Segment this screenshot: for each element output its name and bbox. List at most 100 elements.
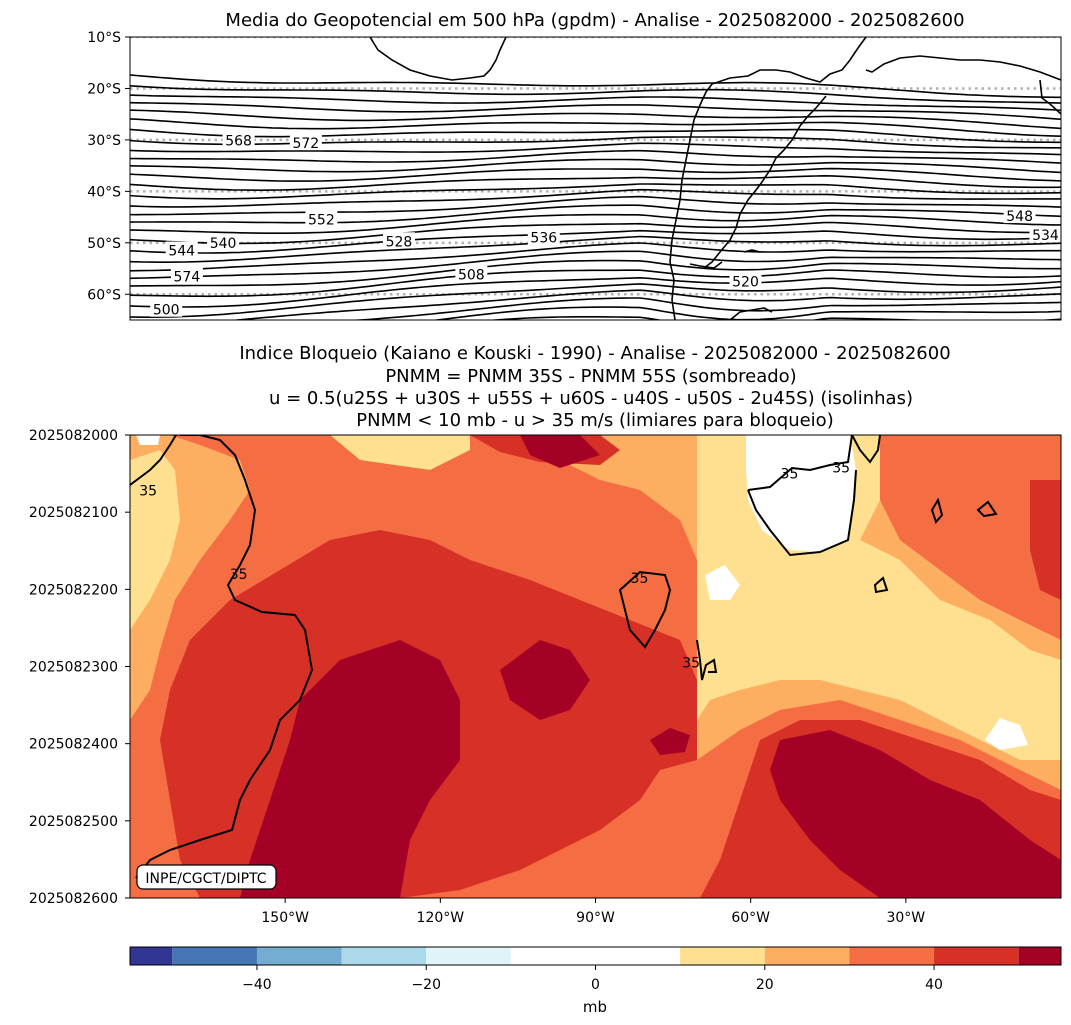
- map-contour-label-7: 536: [530, 231, 557, 247]
- colorbar-swatch-4: [426, 947, 511, 965]
- map-ytick-label-1: 20°S: [87, 81, 121, 97]
- heatmap-contour-labels: 35 35 35 35 35 35: [139, 460, 850, 672]
- map-contour-label-3: 544: [168, 244, 195, 260]
- colorbar-tick-label-4: 40: [925, 977, 943, 993]
- heatmap-contour-label-1: 35: [230, 567, 248, 583]
- heatmap-ytick-label-6: 2025082600: [29, 891, 118, 907]
- colorbar-tick-label-3: 20: [756, 977, 774, 993]
- geopotential-contour-4: [130, 109, 1061, 130]
- map-contours: [130, 74, 1061, 320]
- map-contour-label-0: 568: [225, 133, 252, 149]
- heatmap-ytick-label-5: 2025082500: [29, 814, 118, 830]
- map-contour-label-9: 520: [732, 274, 759, 290]
- shade-band-below-10-corner: [136, 435, 160, 445]
- geopotential-contour-10: [130, 158, 1061, 174]
- geopotential-contour-26: [130, 283, 1061, 318]
- shade-band-50-plus-southeast: [770, 730, 1061, 898]
- map-contour-label-bg-3: [165, 241, 198, 258]
- map-contour-label-bg-9: [729, 272, 762, 289]
- heatmap-u-contours: [130, 435, 998, 879]
- colorbar-swatch-2: [256, 947, 342, 965]
- heatmap-ytick-label-4: 2025082400: [29, 737, 118, 753]
- geopotential-contour-21: [130, 242, 1061, 272]
- geopotential-contour-23: [130, 259, 1061, 287]
- map-contour-label-bg-2: [305, 210, 338, 227]
- coastline-antarctic-peninsula: [729, 307, 773, 320]
- geopotential-contour-7: [130, 136, 1061, 149]
- heatmap-title-line-4: PNMM < 10 mb - u > 35 m/s (limiares para…: [356, 410, 833, 431]
- colorbar-swatch-6: [680, 947, 765, 965]
- colorbar-swatch-3: [341, 947, 427, 965]
- geopotential-contour-25: [130, 276, 1061, 308]
- colorbar-swatch-5: [510, 947, 681, 965]
- heatmap-xtick-label-1: 120°W: [417, 910, 465, 926]
- colorbar-swatch-0: [130, 947, 173, 965]
- u35-contour-west: [135, 435, 314, 879]
- heatmap-ytick-label-0: 2025082000: [29, 428, 118, 444]
- colorbar-ticks: −40 −20 0 20 40: [242, 965, 943, 993]
- heatmap-ytick-label-1: 2025082100: [29, 505, 118, 521]
- map-contour-labels: 568 572 552 544 540 574 528 536 508 520 548 534 500: [150, 131, 1061, 319]
- shade-band-10-20-west: [130, 450, 180, 630]
- coastline-africa-west: [1039, 79, 1061, 115]
- geopotential-contour-17: [130, 213, 1061, 234]
- map-coastline: [369, 37, 1061, 320]
- geopotential-contour-9: [130, 149, 1061, 164]
- shade-band-10-20-top: [330, 435, 470, 470]
- geopotential-contour-16: [130, 204, 1061, 224]
- heatmap-contour-label-0: 35: [139, 484, 157, 500]
- colorbar: [130, 947, 1061, 965]
- heatmap-contour-label-2: 35: [631, 571, 649, 587]
- heatmap-contour-label-5: 35: [832, 460, 850, 476]
- geopotential-contour-5: [130, 118, 1061, 138]
- geopotential-contour-27: [228, 289, 1061, 320]
- heatmap-x-axis: 150°W 120°W 90°W 60°W 30°W: [261, 898, 925, 926]
- colorbar-swatch-1: [172, 947, 257, 965]
- map-contour-label-2: 552: [308, 213, 335, 229]
- map-title: Media do Geopotencial em 500 hPa (gpdm) …: [225, 10, 964, 31]
- map-contour-label-bg-0: [222, 131, 255, 148]
- coastline-falklands: [743, 249, 761, 253]
- u35-contour-east: [747, 435, 881, 491]
- map-ytick-label-2: 30°S: [87, 133, 121, 149]
- colorbar-swatch-8: [849, 947, 935, 965]
- coastline-brazil-south: [703, 95, 827, 269]
- geopotential-contour-8: [130, 142, 1061, 156]
- heatmap-ytick-label-2: 2025082200: [29, 582, 118, 598]
- heatmap-xtick-label-4: 30°W: [886, 910, 925, 926]
- shade-band-40-50-east: [1030, 480, 1061, 600]
- colorbar-tick-label-1: −20: [411, 977, 441, 993]
- geopotential-contour-11: [130, 167, 1061, 182]
- coastline-south-america: [669, 37, 867, 320]
- map-contour-label-bg-12: [150, 300, 183, 317]
- map-contour-label-8: 508: [458, 268, 485, 284]
- geopotential-contour-12: [130, 174, 1061, 191]
- geopotential-contour-3: [130, 101, 1061, 121]
- shade-band-50-plus-west: [240, 640, 460, 898]
- map-contour-label-1: 572: [292, 136, 319, 152]
- map-ytick-label-3: 40°S: [87, 184, 121, 200]
- colorbar-swatch-7: [764, 947, 850, 965]
- credit-box: INPE/CGCT/DIPTC: [136, 864, 277, 890]
- heatmap-contour-label-3: 35: [682, 656, 700, 672]
- shade-band-below-10-north: [746, 435, 856, 552]
- map-contour-label-bg-4: [207, 233, 240, 250]
- colorbar-tick-label-0: −40: [242, 977, 272, 993]
- geopotential-contour-18: [130, 221, 1061, 245]
- u35-contour-northwest: [130, 435, 177, 486]
- geopotential-contour-15: [130, 195, 1061, 216]
- credit-text: INPE/CGCT/DIPTC: [145, 871, 266, 887]
- u35-contour-center: [618, 570, 672, 649]
- shade-band-50-plus-top: [520, 435, 600, 468]
- map-y-axis: 10°S 20°S 30°S 40°S 50°S 60°S: [87, 30, 130, 303]
- map-contour-label-6: 528: [386, 234, 413, 250]
- coastline-pacific-north: [369, 37, 507, 81]
- heatmap-title-line-2: PNMM = PNMM 35S - PNMM 55S (sombreado): [385, 366, 796, 387]
- colorbar-swatch-9: [934, 947, 1019, 965]
- map-contour-label-4: 540: [210, 236, 237, 252]
- map-contour-label-bg-7: [527, 228, 560, 245]
- heatmap-xtick-label-3: 60°W: [731, 910, 770, 926]
- map-contour-label-bg-5: [170, 267, 203, 284]
- heatmap-title-line-1: Indice Bloqueio (Kaiano e Kouski - 1990)…: [239, 343, 950, 364]
